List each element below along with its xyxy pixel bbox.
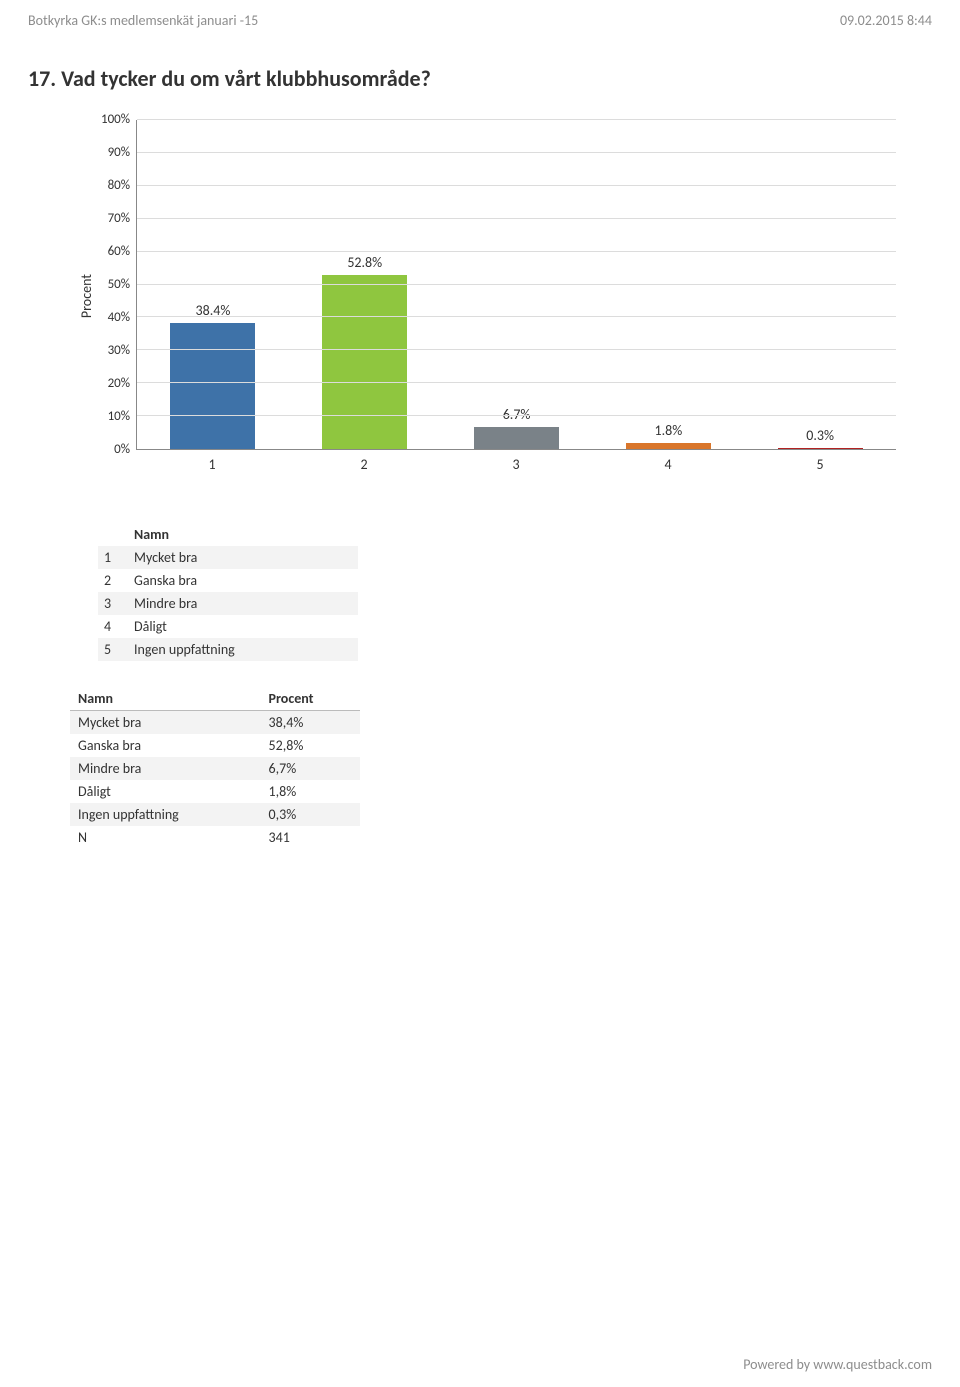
legend-name: Mindre bra xyxy=(128,592,358,615)
legend-idx: 4 xyxy=(98,615,128,638)
header-right: 09.02.2015 8:44 xyxy=(840,12,932,29)
bar xyxy=(626,443,711,449)
data-value-cell: 6,7% xyxy=(261,757,360,780)
legend-name: Mycket bra xyxy=(128,546,358,569)
data-value-cell: 0,3% xyxy=(261,803,360,826)
bar-slot: 1.8% xyxy=(592,120,744,449)
x-tick-label: 3 xyxy=(440,450,592,473)
gridline xyxy=(137,349,896,350)
bar-chart: Procent 100%90%80%70%60%50%40%30%20%10%0… xyxy=(78,120,932,473)
bar xyxy=(474,427,559,449)
legend-name: Ingen uppfattning xyxy=(128,638,358,661)
legend-idx: 5 xyxy=(98,638,128,661)
gridline xyxy=(137,119,896,120)
chart-inner: 100%90%80%70%60%50%40%30%20%10%0% 38.4% 5… xyxy=(101,120,896,473)
data-row: N341 xyxy=(70,826,360,849)
legend-row: 5Ingen uppfattning xyxy=(98,638,358,661)
legend-row: 4Dåligt xyxy=(98,615,358,638)
data-name-cell: Mindre bra xyxy=(70,757,261,780)
plot-area: 38.4% 52.8% 6.7% 1.8% 0.3% xyxy=(136,120,896,450)
x-ticks: 12345 xyxy=(136,450,896,473)
data-row: Mindre bra6,7% xyxy=(70,757,360,780)
data-row: Ingen uppfattning0,3% xyxy=(70,803,360,826)
gridline xyxy=(137,152,896,153)
data-name-cell: N xyxy=(70,826,261,849)
gridline xyxy=(137,415,896,416)
legend-name: Ganska bra xyxy=(128,569,358,592)
x-tick-label: 5 xyxy=(744,450,896,473)
footer-text: Powered by www.questback.com xyxy=(743,1356,932,1373)
data-name-cell: Ganska bra xyxy=(70,734,261,757)
header-left: Botkyrka GK:s medlemsenkät januari -15 xyxy=(28,12,258,29)
y-ticks: 100%90%80%70%60%50%40%30%20%10%0% xyxy=(101,120,136,450)
bar xyxy=(170,323,255,449)
gridline xyxy=(137,251,896,252)
gridline xyxy=(137,185,896,186)
bar-value-label: 52.8% xyxy=(347,254,382,271)
data-table: Namn Procent Mycket bra38,4%Ganska bra52… xyxy=(70,687,360,849)
bar xyxy=(322,275,407,449)
question-title: 17. Vad tycker du om vårt klubbhusområde… xyxy=(28,65,932,92)
bar-slot: 0.3% xyxy=(744,120,896,449)
x-tick-label: 1 xyxy=(136,450,288,473)
data-header-value: Procent xyxy=(261,687,360,711)
bar-slot: 6.7% xyxy=(441,120,593,449)
x-tick-label: 4 xyxy=(592,450,744,473)
bar-value-label: 0.3% xyxy=(806,427,834,444)
legend-row: 3Mindre bra xyxy=(98,592,358,615)
legend-table: Namn 1Mycket bra2Ganska bra3Mindre bra4D… xyxy=(98,523,358,661)
gridline xyxy=(137,218,896,219)
legend-idx: 3 xyxy=(98,592,128,615)
plot-row: 100%90%80%70%60%50%40%30%20%10%0% 38.4% 5… xyxy=(101,120,896,450)
legend-idx: 1 xyxy=(98,546,128,569)
legend-name: Dåligt xyxy=(128,615,358,638)
x-tick-label: 2 xyxy=(288,450,440,473)
data-value-cell: 1,8% xyxy=(261,780,360,803)
data-name-cell: Ingen uppfattning xyxy=(70,803,261,826)
data-value-cell: 341 xyxy=(261,826,360,849)
data-value-cell: 38,4% xyxy=(261,711,360,735)
bar-value-label: 1.8% xyxy=(654,422,682,439)
legend-idx: 2 xyxy=(98,569,128,592)
bar-slot: 38.4% xyxy=(137,120,289,449)
data-row: Ganska bra52,8% xyxy=(70,734,360,757)
page: Botkyrka GK:s medlemsenkät januari -15 0… xyxy=(0,0,960,1387)
legend-row: 2Ganska bra xyxy=(98,569,358,592)
legend-row: 1Mycket bra xyxy=(98,546,358,569)
page-header: Botkyrka GK:s medlemsenkät januari -15 0… xyxy=(28,12,932,29)
bar-slot: 52.8% xyxy=(289,120,441,449)
gridline xyxy=(137,382,896,383)
legend-header-name: Namn xyxy=(128,523,358,546)
data-row: Dåligt1,8% xyxy=(70,780,360,803)
bar xyxy=(778,448,863,449)
gridline xyxy=(137,284,896,285)
data-name-cell: Mycket bra xyxy=(70,711,261,735)
gridline xyxy=(137,316,896,317)
y-axis-label: Procent xyxy=(78,274,95,318)
data-value-cell: 52,8% xyxy=(261,734,360,757)
data-name-cell: Dåligt xyxy=(70,780,261,803)
data-header-name: Namn xyxy=(70,687,261,711)
bars-container: 38.4% 52.8% 6.7% 1.8% 0.3% xyxy=(137,120,896,449)
legend-header-idx xyxy=(98,523,128,546)
data-row: Mycket bra38,4% xyxy=(70,711,360,735)
